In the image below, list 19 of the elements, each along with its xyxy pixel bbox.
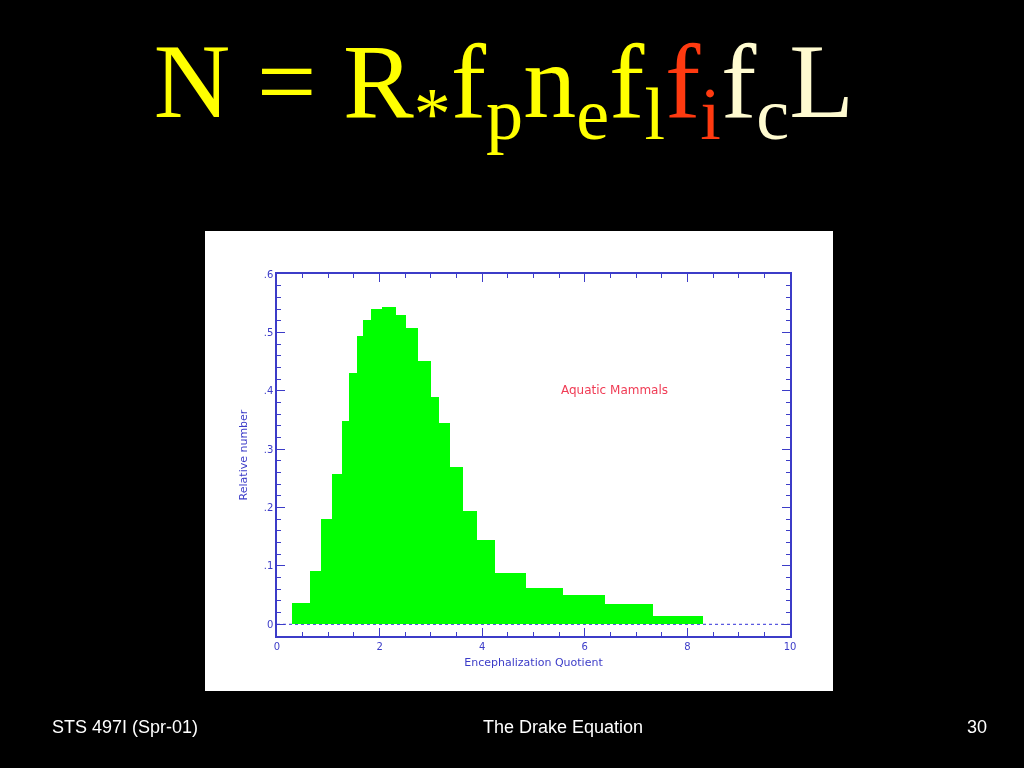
y-tick-label: .6 [263, 268, 274, 280]
y-tick-label: .2 [263, 502, 274, 514]
y-tick-label: .5 [263, 326, 274, 338]
x-tick-label: 8 [684, 640, 691, 652]
y-tick-label: 0 [266, 618, 274, 630]
x-tick-label: 10 [783, 640, 797, 652]
x-tick-label: 6 [581, 640, 588, 652]
text: STS 497I (Spr-01) [52, 717, 199, 737]
y-tick-label: .1 [263, 560, 274, 572]
x-axis-title: Encephalization Quotient [464, 656, 604, 670]
y-tick-label: .4 [263, 385, 274, 397]
x-tick-label: 2 [376, 640, 383, 652]
y-tick-label: .3 [263, 443, 274, 455]
y-axis-title: Relative number [236, 409, 250, 501]
annotation: Aquatic Mammals [561, 383, 669, 397]
chart-title: N = R$_{*}$f$_{p}$n$_{e}$f$_{l}$f$_{i}$f$_{c}$L [153, 23, 854, 156]
x-tick-label: 4 [479, 640, 486, 652]
text: The Drake Equation [483, 717, 644, 737]
text: 30 [967, 717, 988, 737]
